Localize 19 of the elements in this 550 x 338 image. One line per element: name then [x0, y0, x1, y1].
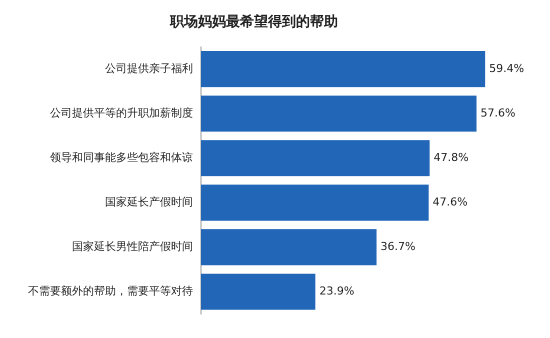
y-tick-label: 国家延长男性陪产假时间 — [72, 240, 193, 254]
data-label: 57.6% — [480, 106, 516, 120]
y-tick-label: 领导和同事能多些包容和体谅 — [50, 150, 193, 164]
bar — [201, 229, 377, 266]
data-label: 36.7% — [380, 240, 416, 254]
bar — [201, 140, 430, 176]
bar — [201, 51, 486, 88]
data-label: 59.4% — [489, 62, 524, 75]
data-label: 47.8% — [434, 150, 469, 164]
bar — [201, 184, 429, 221]
bar — [201, 96, 477, 132]
bar — [201, 274, 316, 310]
data-label: 23.9% — [319, 284, 354, 298]
chart-title: 职场妈妈最希望得到的帮助 — [169, 13, 338, 30]
data-label: 47.6% — [432, 196, 468, 209]
y-tick-label: 公司提供平等的升职加薪制度 — [50, 106, 193, 120]
y-tick-label: 公司提供亲子福利 — [105, 62, 193, 75]
y-tick-label: 国家延长产假时间 — [105, 196, 193, 209]
y-tick-label: 不需要额外的帮助，需要平等对待 — [28, 284, 193, 298]
